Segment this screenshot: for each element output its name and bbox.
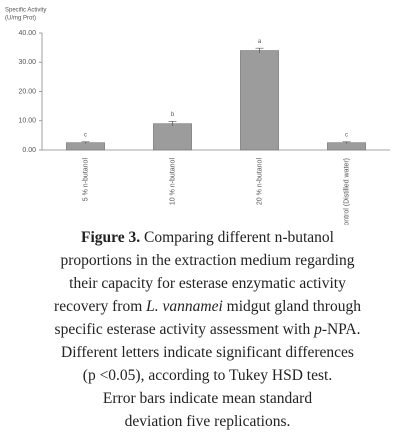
- x-tick-label: 20 % n-butanol: [256, 158, 263, 206]
- significance-letter: c: [345, 132, 348, 138]
- bar: [327, 142, 366, 151]
- caption: Figure 3. Comparing different n-butanol p…: [0, 226, 415, 433]
- caption-text: proportions in the extraction medium reg…: [60, 252, 355, 269]
- y-tick-label: 40.00: [18, 30, 36, 37]
- caption-text: Different letters indicate significant d…: [61, 344, 354, 361]
- y-tick-label: 10.00: [18, 118, 36, 125]
- caption-text: -NPA.: [321, 321, 361, 338]
- caption-text: Figure 3.: [81, 229, 141, 246]
- caption-line: specific esterase activity assessment wi…: [0, 318, 415, 341]
- caption-text: recovery from: [54, 298, 147, 315]
- caption-line: recovery from L. vannamei midgut gland t…: [0, 295, 415, 318]
- chart: Specific Activity (U/mg Prot) 0.00 10.00 2…: [5, 8, 390, 225]
- caption-text: specific esterase activity assessment wi…: [54, 321, 315, 338]
- error-bar: [168, 120, 177, 127]
- caption-line: Different letters indicate significant d…: [0, 341, 415, 364]
- caption-line: Error bars indicate mean standard: [0, 387, 415, 410]
- bar: [240, 50, 279, 151]
- caption-text: their capacity for esterase enzymatic ac…: [69, 275, 346, 292]
- error-bar: [342, 141, 351, 144]
- caption-text: p: [314, 321, 322, 338]
- x-tick-label: 5 % n-butanol: [82, 158, 89, 202]
- y-axis-label: (U/mg Prot): [5, 16, 36, 22]
- caption-line: proportions in the extraction medium reg…: [0, 249, 415, 272]
- significance-letter: a: [258, 39, 262, 45]
- bar: [66, 142, 105, 151]
- x-tick-label: Control (Distilled water): [343, 158, 350, 225]
- caption-line: Figure 3. Comparing different n-butanol: [0, 226, 415, 249]
- caption-text: midgut gland through: [222, 298, 361, 315]
- y-tick-label: 30.00: [18, 59, 36, 66]
- y-axis-label: Specific Activity: [5, 8, 46, 14]
- caption-text: deviation five replications.: [124, 413, 291, 430]
- caption-text: (p <0.05), according to Tukey HSD test.: [82, 367, 333, 384]
- y-tick-label: 20.00: [18, 88, 36, 95]
- error-bar: [255, 47, 264, 53]
- caption-text: Error bars indicate mean standard: [102, 390, 313, 407]
- caption-text: L. vannamei: [146, 298, 223, 315]
- caption-line: their capacity for esterase enzymatic ac…: [0, 272, 415, 295]
- error-bar: [81, 141, 90, 144]
- significance-letter: b: [171, 112, 175, 118]
- bar: [153, 123, 192, 151]
- caption-line: (p <0.05), according to Tukey HSD test.: [0, 364, 415, 387]
- caption-text: Comparing different n-butanol: [140, 229, 334, 246]
- significance-letter: c: [84, 132, 87, 138]
- x-tick-label: 10 % n-butanol: [169, 158, 176, 206]
- caption-line: deviation five replications.: [0, 410, 415, 433]
- y-tick-label: 0.00: [22, 147, 36, 154]
